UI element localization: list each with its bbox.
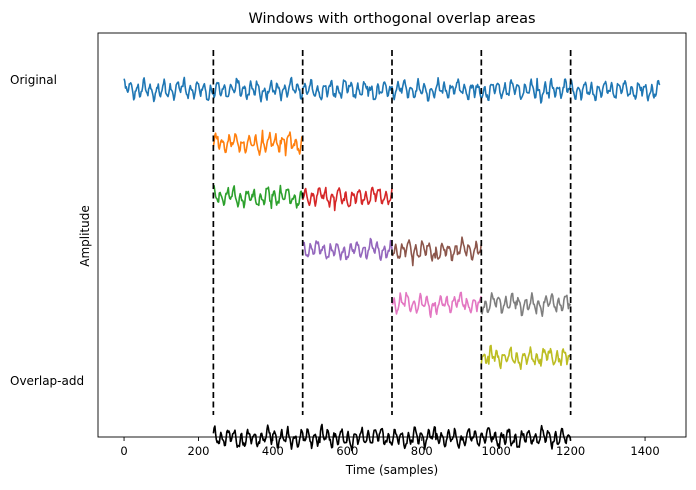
x-tick-label: 200 — [188, 444, 210, 458]
x-tick-label: 1000 — [482, 444, 511, 458]
x-tick-label: 0 — [120, 444, 127, 458]
series-line-window-4 — [301, 237, 393, 261]
series-line-overlap-add — [212, 423, 572, 452]
chart-title: Windows with orthogonal overlap areas — [248, 11, 535, 27]
y-axis-label: Amplitude — [78, 205, 92, 267]
x-axis-label: Time (samples) — [345, 463, 438, 477]
window-boundaries — [212, 50, 572, 415]
series-line-window-2 — [212, 184, 304, 210]
series-line-window-1 — [212, 129, 304, 157]
x-tick-label: 1200 — [556, 444, 585, 458]
x-axis: 0 200 400 600 800 1000 1200 1400 — [120, 437, 660, 458]
series-line-window-7 — [480, 292, 572, 317]
row-label-original: Original — [10, 73, 57, 87]
x-tick-label: 600 — [336, 444, 358, 458]
x-tick-label: 400 — [262, 444, 284, 458]
series-line-window-8 — [480, 344, 572, 370]
series-line-window-5 — [391, 236, 483, 267]
row-label-overlap-add: Overlap-add — [10, 374, 84, 388]
series-line-window-6 — [391, 291, 483, 318]
series-line-window-3 — [301, 186, 393, 212]
x-tick-label: 800 — [411, 444, 433, 458]
x-tick-label: 1400 — [630, 444, 659, 458]
